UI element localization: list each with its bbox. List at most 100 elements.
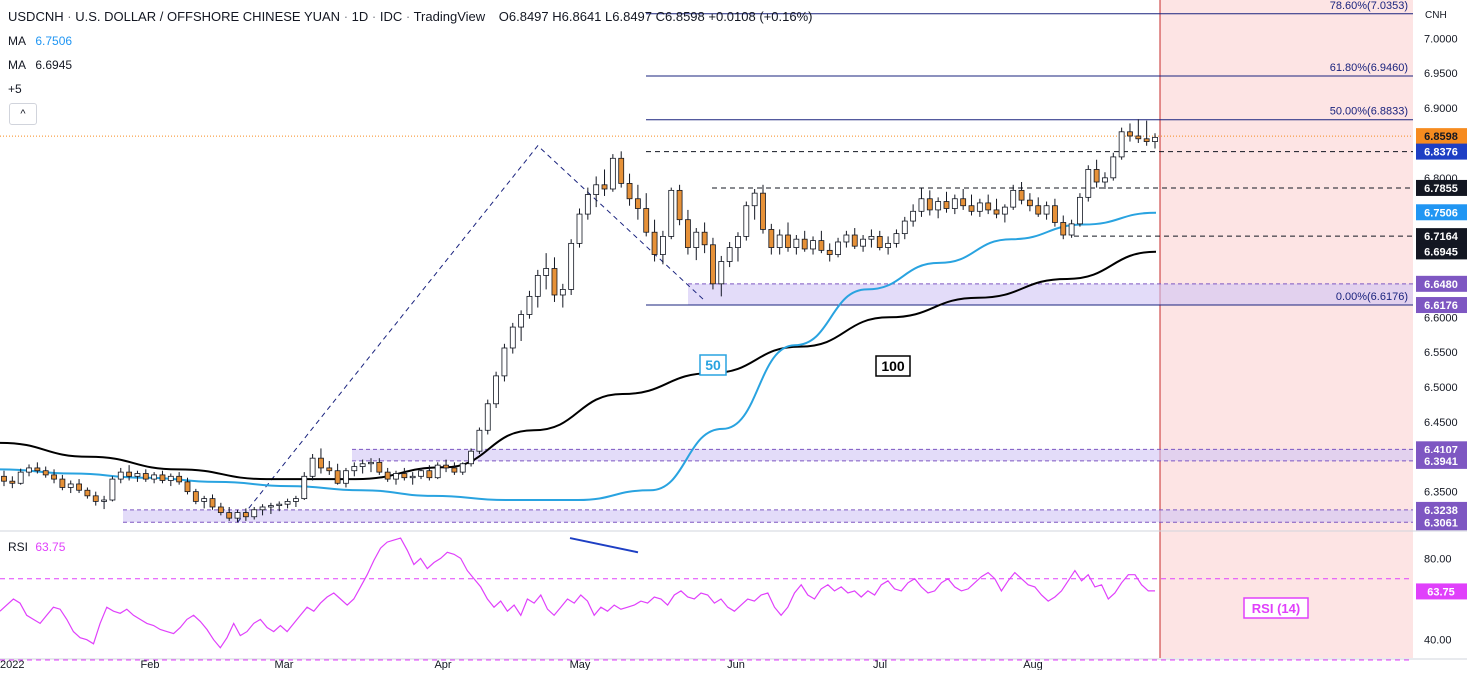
candle (151, 472, 158, 484)
forecast-region (1160, 0, 1413, 658)
candle-body (851, 234, 858, 247)
price-axis-badge-label: 6.3238 (1424, 505, 1458, 517)
indicator-ma-50[interactable]: MA 6.7506 (8, 34, 72, 48)
candle (701, 222, 708, 254)
symbol[interactable]: USDCNH (8, 9, 64, 24)
candle-body (976, 202, 983, 212)
x-tick-label: Apr (434, 659, 451, 670)
indicator-ma-100[interactable]: MA 6.6945 (8, 58, 72, 72)
ma100-line (0, 250, 1157, 481)
candle-body (1143, 138, 1150, 142)
candle-body (893, 233, 900, 244)
candle (743, 201, 750, 241)
candle (584, 187, 591, 220)
candle-body (926, 198, 933, 211)
candle-body (960, 198, 967, 207)
candle (985, 194, 992, 215)
price-axis-badge (1416, 143, 1467, 160)
candle-body (42, 470, 49, 476)
candle (293, 495, 299, 507)
candle-body (576, 213, 583, 244)
candle-body (468, 450, 474, 465)
candle-body (9, 480, 16, 484)
candle-body (609, 157, 616, 190)
more-indicators[interactable]: +5 (8, 82, 22, 96)
candle-body (242, 512, 249, 518)
candle-body (593, 184, 600, 195)
candle (634, 184, 641, 220)
candle (343, 467, 349, 488)
candle (601, 169, 608, 196)
price-axis-badge (1416, 275, 1467, 292)
candle (960, 188, 967, 210)
candle (568, 239, 575, 295)
candle-body (584, 194, 591, 215)
rsi-legend[interactable]: RSI 63.75 (8, 540, 65, 554)
candle (534, 269, 541, 308)
candle-body (201, 498, 208, 502)
candle-body (943, 201, 950, 209)
candle-body (1135, 135, 1142, 140)
candle-body (676, 189, 683, 221)
candle-body (217, 506, 224, 513)
candle (376, 458, 383, 475)
chevron-up-icon: ^ (20, 108, 26, 120)
candle-body (1127, 131, 1133, 137)
price-axis-badge (1416, 128, 1467, 145)
candle-body (301, 475, 308, 500)
candle (968, 194, 975, 216)
candle (776, 229, 783, 255)
candle-body (343, 470, 349, 484)
trend-path-line (237, 145, 705, 523)
price-axis-badge-label: 6.6945 (1424, 246, 1458, 258)
price-axis-badge-label: 6.7506 (1424, 207, 1458, 219)
candle-body (743, 205, 750, 237)
candle-body (1001, 206, 1008, 215)
candle (117, 467, 124, 484)
candle (543, 253, 550, 290)
candle (1085, 165, 1092, 202)
candle (1010, 184, 1017, 210)
candle (359, 459, 366, 474)
rsi-label: RSI (8, 540, 29, 554)
candle-body (368, 461, 374, 465)
candle-body (601, 184, 608, 190)
candle (910, 204, 917, 227)
candle (643, 193, 650, 237)
price-axis-badge (1416, 297, 1467, 314)
candle (710, 237, 716, 290)
interval[interactable]: 1D (351, 9, 369, 24)
candle (251, 506, 258, 520)
candle (801, 230, 808, 252)
candle-body (418, 470, 424, 477)
candle (943, 191, 950, 213)
y-tick-label: 7.0000 (1424, 33, 1458, 45)
x-tick-label: Aug (1023, 659, 1043, 670)
candle-body (409, 475, 416, 479)
candle-body (92, 495, 99, 502)
candle (126, 465, 133, 481)
candle (384, 467, 391, 482)
candle (334, 463, 341, 485)
candle-body (401, 473, 408, 479)
indicator-label: MA (8, 34, 26, 48)
candle-body (551, 268, 558, 296)
candle-body (259, 506, 266, 511)
candle-body (868, 236, 875, 240)
data-source: IDC (379, 9, 403, 24)
candle-body (1060, 222, 1067, 236)
candle (1052, 198, 1058, 227)
candle-body (67, 483, 74, 488)
candle-body (109, 478, 116, 501)
candle-body (768, 229, 775, 248)
collapse-legend-button[interactable]: ^ (9, 103, 37, 125)
candle (826, 243, 833, 262)
candle-body (910, 210, 917, 222)
candle (34, 462, 41, 474)
y-tick-label: 6.4500 (1424, 417, 1458, 429)
candle-body (17, 471, 24, 484)
candle (1068, 219, 1075, 238)
candle (1001, 204, 1008, 223)
